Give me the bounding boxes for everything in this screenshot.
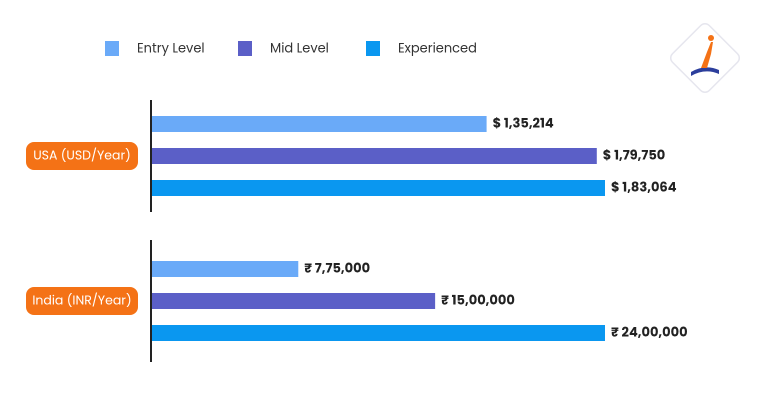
value-label: $ 1,83,064 [611, 178, 677, 197]
value-label: ₹ 15,00,000 [441, 291, 515, 310]
legend-label: Experienced [398, 39, 477, 58]
value-label: ₹ 7,75,000 [304, 259, 370, 278]
legend-label: Entry Level [137, 39, 205, 58]
bar [152, 261, 299, 277]
category-pill [26, 142, 138, 170]
bar [152, 180, 605, 196]
bar [152, 116, 487, 132]
logo [669, 22, 741, 94]
value-label: $ 1,35,214 [493, 114, 554, 133]
value-label: $ 1,79,750 [603, 146, 666, 165]
value-label: ₹ 24,00,000 [611, 323, 688, 342]
category-label: USA (USD/Year) [33, 147, 131, 164]
bar [152, 325, 605, 341]
bar [152, 293, 436, 309]
category-pill [26, 287, 138, 315]
bar [152, 148, 597, 164]
legend-swatch [366, 41, 380, 56]
legend-swatch [238, 41, 252, 56]
legend-label: Mid Level [270, 39, 329, 58]
category-label: India (INR/Year) [32, 292, 131, 309]
legend-swatch [105, 41, 119, 56]
